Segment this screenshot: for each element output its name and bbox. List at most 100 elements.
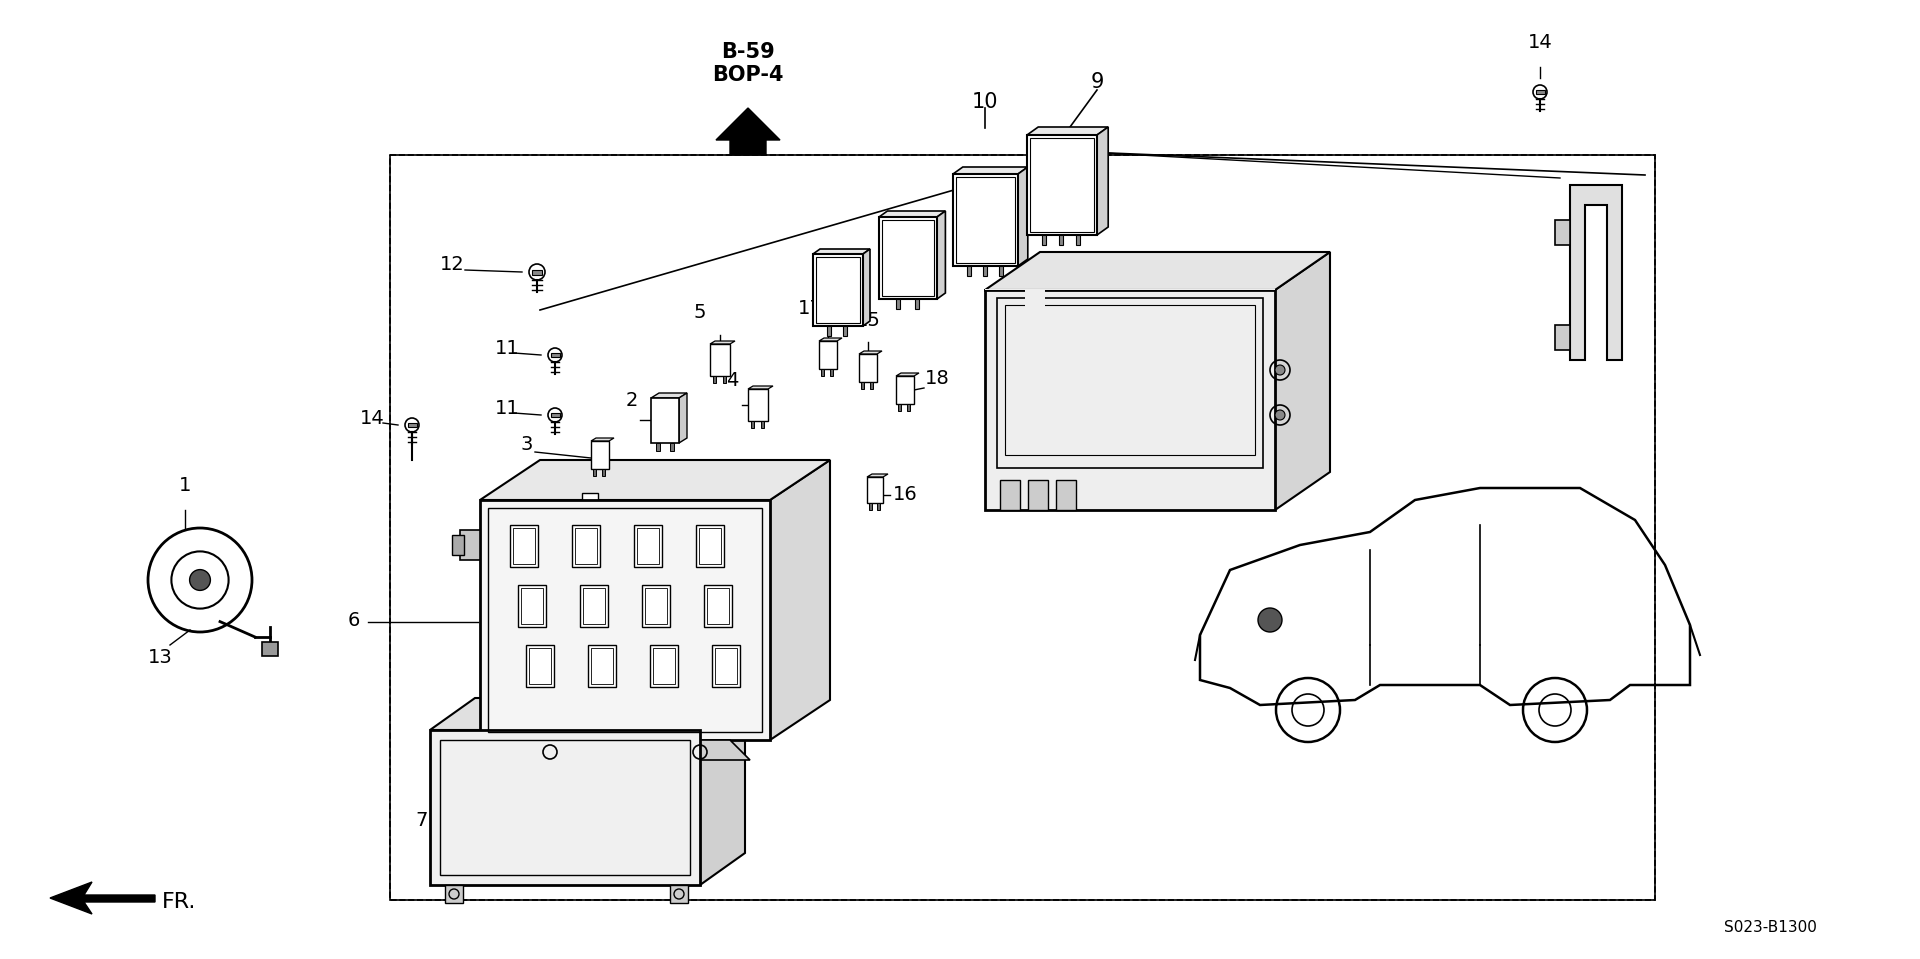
- Bar: [724, 376, 726, 383]
- Bar: [641, 585, 670, 627]
- Polygon shape: [520, 740, 751, 760]
- Polygon shape: [701, 698, 745, 885]
- Bar: [532, 270, 541, 275]
- Polygon shape: [1096, 127, 1108, 235]
- Text: 1: 1: [179, 476, 192, 495]
- Bar: [881, 220, 933, 296]
- Bar: [518, 585, 545, 627]
- Bar: [843, 326, 847, 336]
- Bar: [407, 423, 417, 427]
- Bar: [390, 155, 1655, 900]
- Circle shape: [1275, 410, 1284, 420]
- Text: 18: 18: [925, 368, 950, 387]
- Bar: [634, 525, 662, 567]
- Bar: [1075, 235, 1079, 245]
- Text: BOP-4: BOP-4: [712, 65, 783, 85]
- Polygon shape: [1555, 220, 1571, 245]
- Bar: [1056, 480, 1075, 510]
- Bar: [670, 443, 674, 451]
- Bar: [588, 645, 616, 687]
- Bar: [899, 404, 900, 411]
- Bar: [870, 382, 874, 389]
- Bar: [751, 421, 755, 428]
- Bar: [651, 645, 678, 687]
- Bar: [952, 174, 1018, 266]
- Text: 12: 12: [440, 255, 465, 274]
- Text: 13: 13: [148, 648, 173, 667]
- Polygon shape: [1027, 127, 1108, 135]
- Text: 8: 8: [1269, 320, 1283, 339]
- Bar: [714, 648, 737, 684]
- Bar: [651, 398, 680, 443]
- Polygon shape: [591, 438, 614, 441]
- Bar: [860, 382, 864, 389]
- Text: S023-B1300: S023-B1300: [1724, 920, 1816, 935]
- Bar: [760, 421, 764, 428]
- Text: 2: 2: [626, 390, 637, 409]
- Bar: [712, 645, 739, 687]
- Polygon shape: [862, 249, 870, 326]
- Bar: [430, 730, 701, 885]
- Polygon shape: [879, 211, 945, 217]
- Bar: [488, 508, 762, 732]
- Polygon shape: [770, 460, 829, 740]
- Bar: [906, 404, 910, 411]
- Bar: [670, 885, 687, 903]
- Polygon shape: [1571, 185, 1622, 360]
- Bar: [996, 298, 1263, 468]
- Polygon shape: [897, 373, 920, 376]
- Bar: [591, 648, 612, 684]
- Bar: [440, 740, 689, 875]
- Text: 15: 15: [856, 311, 881, 330]
- Bar: [877, 503, 879, 510]
- Text: 16: 16: [893, 485, 918, 504]
- Text: 17: 17: [505, 488, 530, 507]
- Bar: [580, 585, 609, 627]
- Bar: [1043, 235, 1046, 245]
- Bar: [603, 469, 605, 476]
- Polygon shape: [858, 351, 881, 354]
- Text: 3: 3: [520, 435, 532, 455]
- Bar: [695, 525, 724, 567]
- Bar: [983, 266, 987, 276]
- Bar: [520, 588, 543, 624]
- Bar: [1027, 135, 1096, 235]
- Text: 9: 9: [1091, 72, 1104, 92]
- Bar: [1004, 305, 1256, 455]
- Polygon shape: [430, 698, 745, 730]
- Text: 11: 11: [495, 399, 520, 417]
- Bar: [584, 517, 588, 524]
- Bar: [390, 155, 1655, 900]
- Circle shape: [190, 570, 211, 591]
- Bar: [572, 525, 599, 567]
- Bar: [551, 353, 561, 357]
- Bar: [870, 503, 872, 510]
- Bar: [1536, 90, 1546, 94]
- Polygon shape: [710, 341, 735, 344]
- Bar: [916, 299, 920, 309]
- Bar: [985, 290, 1275, 510]
- Bar: [998, 266, 1002, 276]
- Bar: [637, 528, 659, 564]
- Polygon shape: [820, 338, 843, 341]
- Text: 11: 11: [495, 339, 520, 358]
- Text: 10: 10: [972, 92, 998, 112]
- Bar: [591, 517, 595, 524]
- Bar: [645, 588, 666, 624]
- Bar: [1060, 235, 1064, 245]
- Bar: [816, 257, 860, 323]
- Bar: [511, 525, 538, 567]
- Circle shape: [1275, 365, 1284, 375]
- Bar: [868, 477, 883, 503]
- Bar: [480, 500, 770, 740]
- Bar: [530, 648, 551, 684]
- Bar: [445, 885, 463, 903]
- Text: 14: 14: [1528, 33, 1553, 52]
- Bar: [591, 441, 609, 469]
- Bar: [1029, 138, 1094, 232]
- Polygon shape: [1275, 252, 1331, 510]
- Polygon shape: [582, 490, 603, 493]
- Bar: [956, 177, 1016, 263]
- Polygon shape: [651, 393, 687, 398]
- Bar: [707, 588, 730, 624]
